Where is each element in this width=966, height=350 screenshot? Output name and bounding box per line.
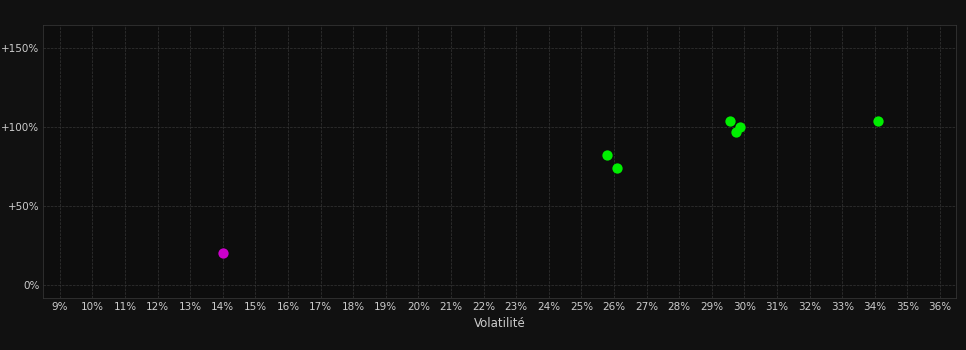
Point [722,118,737,124]
Point [600,153,615,158]
Point [870,118,886,124]
Point [732,124,748,130]
X-axis label: Volatilité: Volatilité [474,317,526,330]
Point [728,129,744,135]
Point [215,251,231,256]
Point [610,165,625,171]
